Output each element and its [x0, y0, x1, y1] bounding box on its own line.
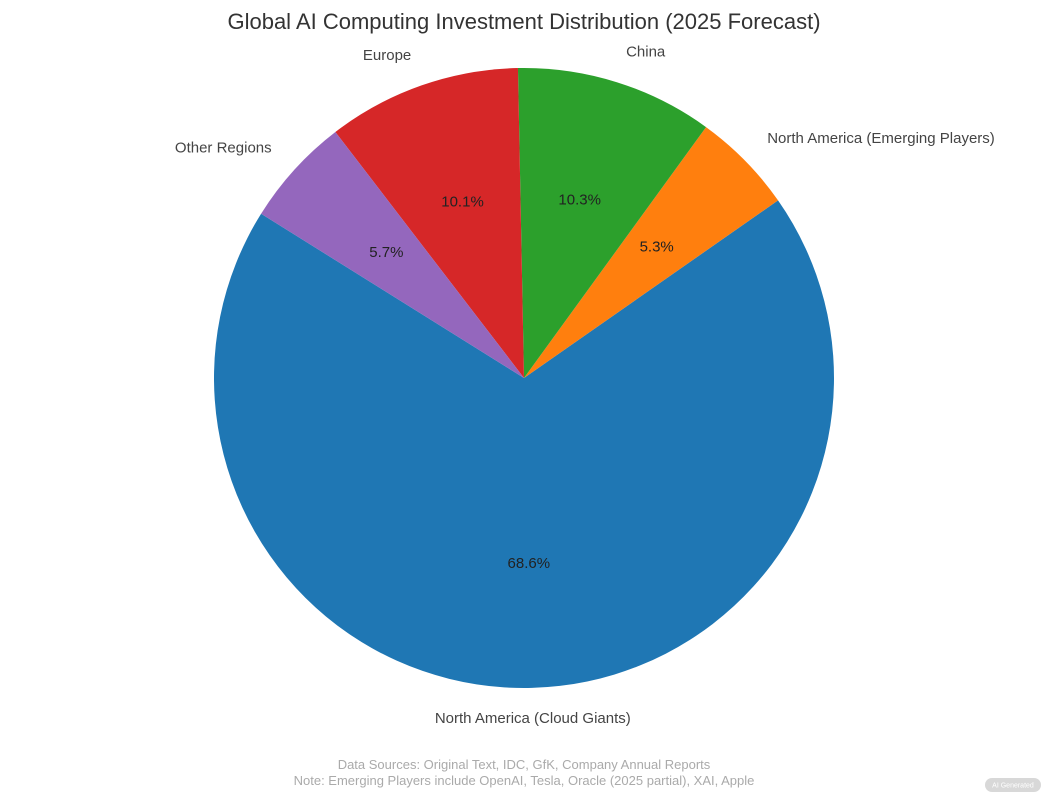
emerging-players-note: Note: Emerging Players include OpenAI, T…: [294, 773, 755, 788]
slice-labels: North America (Cloud Giants) North Americ…: [175, 44, 995, 727]
slice-label-other-regions: Other Regions: [175, 140, 272, 157]
percent-labels: 68.6% 5.3% 10.3% 10.1% 5.7%: [369, 191, 674, 571]
pie-slice-north-america-cloud-giants: [214, 200, 835, 688]
percent-label-china: 10.3%: [558, 191, 601, 208]
pie-slices: [214, 68, 835, 688]
percent-label-other-regions: 5.7%: [369, 244, 403, 261]
slice-label-china: China: [626, 44, 666, 61]
slice-label-europe: Europe: [363, 47, 411, 64]
pie-slice-china: [517, 68, 707, 379]
pie-slice-north-america-emerging-players: [524, 127, 779, 379]
percent-label-north-america-emerging-players: 5.3%: [640, 239, 674, 256]
ai-generated-badge-bg: [985, 778, 1041, 792]
pie-slice-europe: [335, 68, 524, 378]
data-sources-note: Data Sources: Original Text, IDC, GfK, C…: [338, 757, 711, 772]
slice-label-north-america-emerging-players: North America (Emerging Players): [767, 130, 995, 147]
percent-label-north-america-cloud-giants: 68.6%: [508, 555, 551, 572]
chart-title: Global AI Computing Investment Distribut…: [227, 9, 820, 34]
pie-slice-other-regions: [261, 131, 524, 378]
ai-generated-badge-text: AI Generated: [992, 783, 1034, 790]
percent-label-europe: 10.1%: [441, 193, 484, 210]
slice-label-north-america-cloud-giants: North America (Cloud Giants): [435, 710, 631, 727]
ai-generated-badge: AI Generated: [985, 778, 1041, 792]
